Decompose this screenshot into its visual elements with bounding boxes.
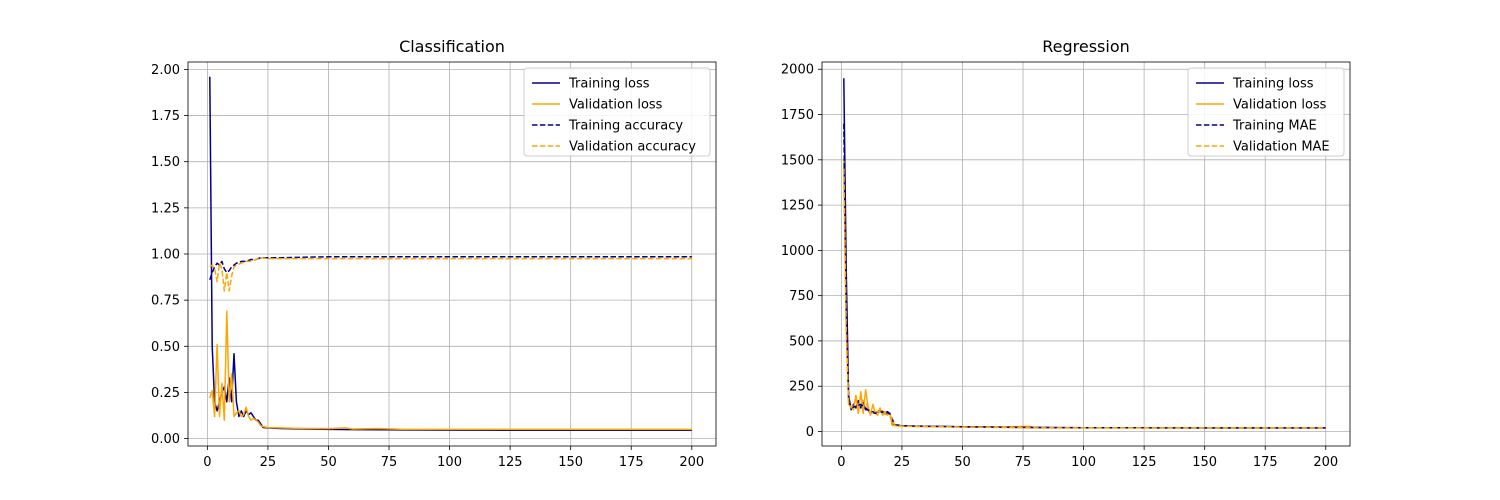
legend-label: Training loss	[568, 77, 650, 92]
x-tick-label: 25	[260, 455, 277, 470]
y-tick-label: 1.00	[151, 248, 180, 263]
y-tick-label: 1.75	[151, 109, 180, 124]
legend-label: Training accuracy	[568, 119, 683, 134]
x-tick-label: 0	[837, 455, 845, 470]
x-tick-label: 200	[1313, 455, 1338, 470]
axes-frame	[821, 61, 1351, 447]
legend-label: Validation accuracy	[569, 140, 696, 155]
y-tick-label: 1750	[781, 108, 814, 123]
legend-label: Validation loss	[569, 98, 663, 113]
legend: Training loss Validation loss Training MAE…	[1187, 67, 1345, 157]
x-tick-label: 125	[1132, 455, 1157, 470]
legend-box	[523, 67, 711, 157]
x-tick-label: 175	[1253, 455, 1278, 470]
y-tick-label: 2000	[781, 63, 814, 78]
y-tick-label: 250	[789, 380, 814, 395]
x-tick-label: 50	[954, 455, 971, 470]
x-tick-label: 175	[619, 455, 644, 470]
subplot-0: 0 25 50 75 100 125 150 175 200 0.00 0.25 0.50 0.75 1.…	[151, 37, 717, 470]
series-line-validation-accuracy	[209, 256, 692, 292]
chart-title: Regression	[1042, 37, 1130, 56]
y-tick-label: 1000	[781, 244, 814, 259]
y-tick-label: 1500	[781, 153, 814, 168]
y-tick-label: 500	[789, 334, 814, 349]
x-tick-label: 150	[1192, 455, 1217, 470]
legend-label: Validation loss	[1233, 98, 1327, 113]
y-tick-label: 0.25	[151, 386, 180, 401]
x-tick-label: 50	[320, 455, 337, 470]
y-tick-label: 1.50	[151, 155, 180, 170]
series-line-training-accuracy	[209, 256, 692, 281]
x-tick-label: 75	[381, 455, 398, 470]
legend: Training loss Validation loss Training acc…	[523, 67, 711, 157]
series-line-validation-loss	[843, 159, 1326, 429]
y-tick-label: 0.00	[151, 432, 180, 447]
legend-box	[1187, 67, 1345, 157]
x-tick-label: 75	[1015, 455, 1032, 470]
series-line-validation-mae	[843, 168, 1326, 429]
x-tick-label: 100	[437, 455, 462, 470]
chart-title: Classification	[399, 37, 505, 56]
y-tick-label: 0.50	[151, 340, 180, 355]
y-tick-label: 0.75	[151, 294, 180, 309]
y-tick-label: 1250	[781, 199, 814, 214]
legend-label: Training MAE	[1232, 119, 1317, 134]
x-tick-label: 125	[498, 455, 523, 470]
y-tick-label: 1.25	[151, 201, 180, 216]
x-tick-label: 150	[558, 455, 583, 470]
legend-label: Validation MAE	[1233, 140, 1330, 155]
legend-label: Training loss	[1232, 77, 1314, 92]
y-tick-label: 2.00	[151, 63, 180, 78]
series-line-validation-loss	[209, 310, 692, 431]
subplot-1: 0 25 50 75 100 125 150 175 200025050075010001250…	[781, 37, 1351, 470]
x-tick-label: 0	[203, 455, 211, 470]
y-tick-label: 0	[806, 425, 814, 440]
x-tick-label: 25	[894, 455, 911, 470]
y-tick-label: 750	[789, 289, 814, 304]
series-line-training-mae	[843, 123, 1326, 429]
x-tick-label: 200	[679, 455, 704, 470]
x-tick-label: 100	[1071, 455, 1096, 470]
